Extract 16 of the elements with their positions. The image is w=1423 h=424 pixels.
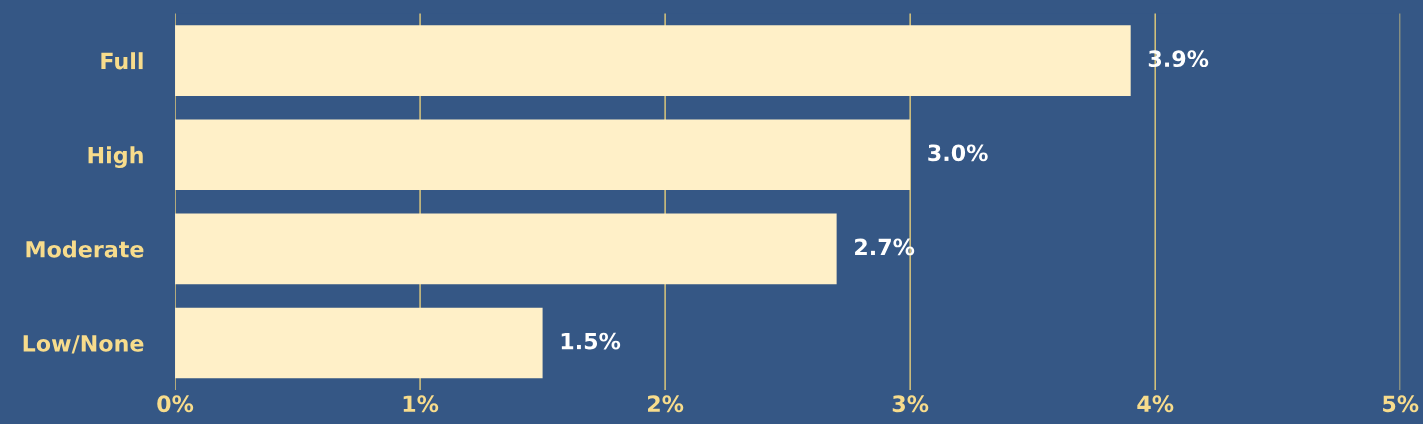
- bar: [175, 119, 911, 191]
- data-label: 1.5%: [561, 332, 621, 350]
- y-tick-label: High: [88, 146, 143, 168]
- y-tick-label: Low/None: [23, 335, 144, 354]
- x-tick-label: 3%: [892, 395, 929, 413]
- bar: [175, 307, 543, 379]
- bar: [175, 25, 1131, 96]
- data-label: 3.0%: [928, 144, 988, 162]
- x-tick-label: 0%: [157, 395, 194, 413]
- x-tick-label: 4%: [1137, 395, 1174, 413]
- x-tick-label: 1%: [403, 395, 439, 413]
- bar: [175, 213, 837, 285]
- x-tick-label: 2%: [648, 395, 684, 413]
- y-tick-label: Moderate: [26, 240, 144, 258]
- y-tick-label: Full: [101, 52, 143, 70]
- x-tick-label: 5%: [1383, 395, 1419, 413]
